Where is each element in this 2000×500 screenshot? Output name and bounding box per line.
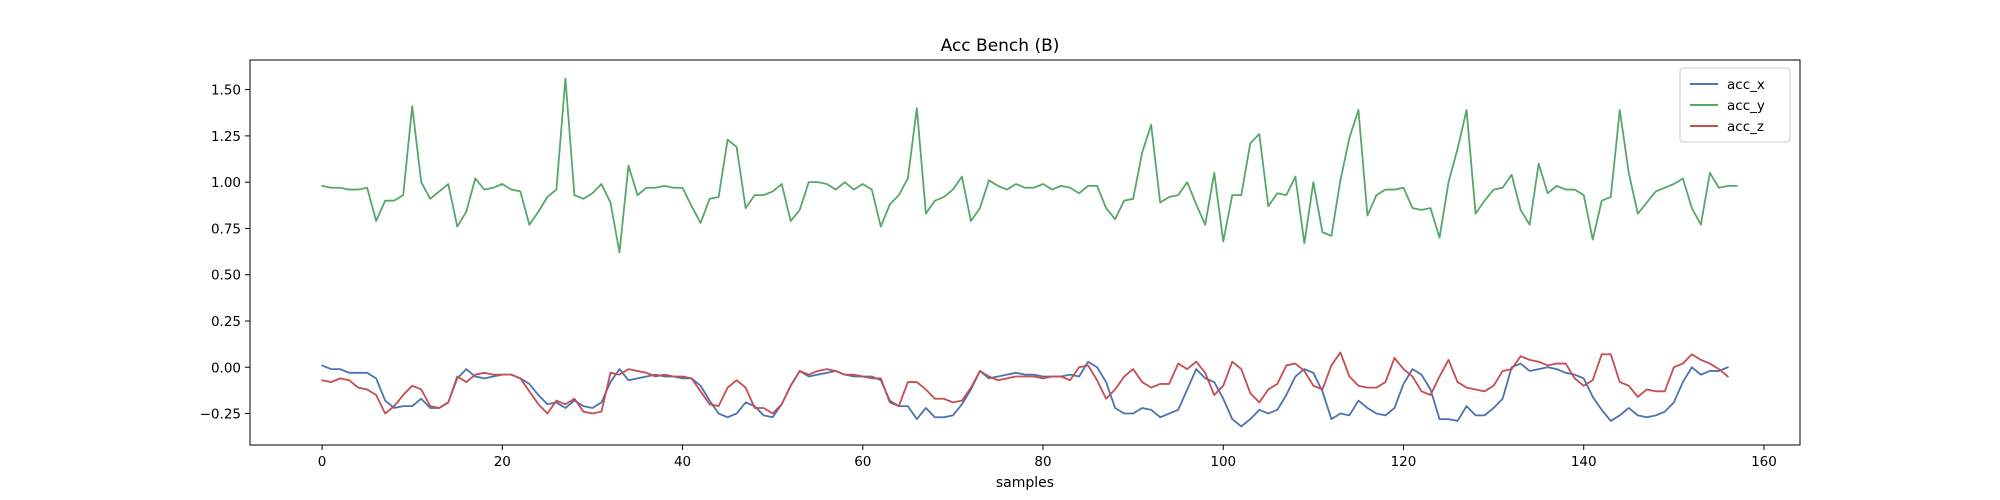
x-axis: 0 20 40 60 80 100 120 140 160 (318, 445, 1777, 470)
series-layer (321, 77, 1738, 428)
legend-label-acc-y: acc_y (1727, 98, 1765, 114)
chart-title: Acc Bench (B) (941, 36, 1060, 56)
y-tick-label: −0.25 (200, 407, 241, 423)
series-line-acc-z (321, 351, 1729, 415)
y-tick-label: 1.00 (211, 175, 241, 191)
y-tick-label: 0.00 (211, 360, 241, 376)
x-tick-label: 120 (1391, 454, 1417, 470)
y-tick-label: 0.50 (211, 268, 241, 284)
legend: acc_x acc_y acc_z (1679, 67, 1791, 143)
series-line-acc-y (321, 77, 1738, 254)
legend-label-acc-z: acc_z (1727, 119, 1764, 135)
y-tick-label: 0.25 (211, 314, 241, 330)
series-line-acc-x (321, 360, 1729, 428)
x-tick-label: 140 (1571, 454, 1597, 470)
x-tick-label: 20 (494, 454, 511, 470)
y-tick-label: 1.50 (211, 83, 241, 99)
x-tick-label: 60 (854, 454, 871, 470)
x-tick-label: 0 (318, 454, 327, 470)
legend-box (1679, 67, 1791, 143)
y-tick-label: 0.75 (211, 221, 241, 237)
x-axis-label: samples (996, 475, 1054, 491)
y-tick-label: 1.25 (211, 129, 241, 145)
x-tick-label: 40 (674, 454, 691, 470)
y-axis: −0.25 0.00 0.25 0.50 0.75 1.00 1.25 1.50 (200, 83, 250, 423)
x-tick-label: 80 (1034, 454, 1051, 470)
legend-label-acc-x: acc_x (1727, 77, 1765, 93)
x-tick-label: 160 (1751, 454, 1777, 470)
x-tick-label: 100 (1210, 454, 1236, 470)
axes-frame (249, 59, 1801, 446)
